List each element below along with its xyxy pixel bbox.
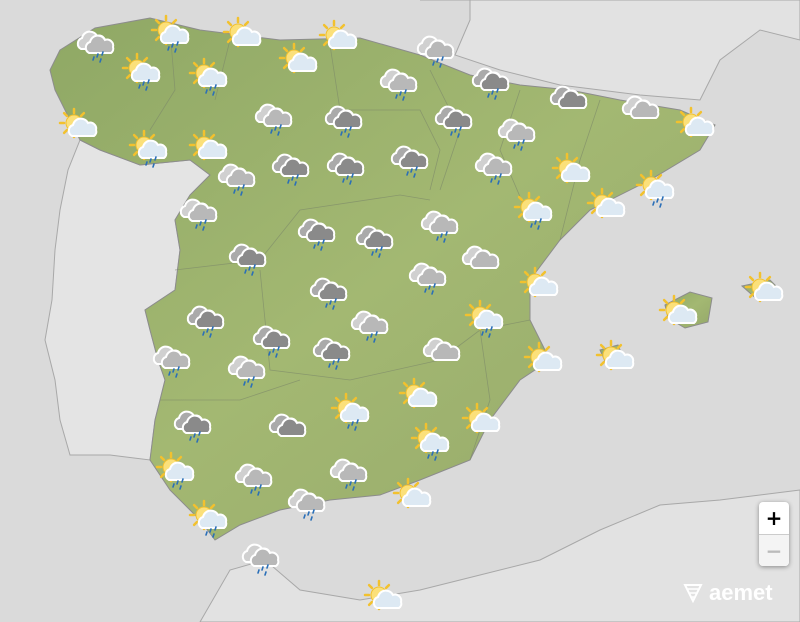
sun-cloud-icon[interactable]	[188, 129, 228, 161]
sun-cloud-rain-icon[interactable]	[635, 169, 675, 208]
cloud-rain-icon[interactable]	[217, 163, 256, 196]
cloud-rain-icon[interactable]	[287, 488, 326, 521]
sun-cloud-rain-icon[interactable]	[188, 57, 228, 96]
sun-cloud-rain-icon[interactable]	[128, 129, 168, 168]
zoom-out-button[interactable]: −	[759, 534, 789, 566]
dark-cloud-icon[interactable]	[268, 413, 307, 437]
sun-cloud-icon[interactable]	[222, 16, 262, 48]
zoom-control: + −	[759, 502, 789, 566]
dark-cloud-rain-icon[interactable]	[228, 243, 267, 276]
cloud-icon[interactable]	[422, 337, 461, 361]
cloud-icon[interactable]	[461, 245, 500, 269]
dark-cloud-rain-icon[interactable]	[355, 225, 394, 258]
sun-cloud-icon[interactable]	[551, 152, 591, 184]
land-france	[420, 0, 800, 101]
sun-cloud-icon[interactable]	[523, 341, 563, 373]
sun-cloud-rain-icon[interactable]	[188, 499, 228, 538]
cloud-rain-icon[interactable]	[379, 68, 418, 101]
land-africa	[199, 489, 800, 622]
sun-cloud-rain-icon[interactable]	[121, 52, 161, 91]
dark-cloud-rain-icon[interactable]	[309, 277, 348, 310]
dark-cloud-icon[interactable]	[549, 85, 588, 109]
sun-cloud-icon[interactable]	[744, 271, 784, 303]
sun-cloud-icon[interactable]	[461, 402, 501, 434]
sun-cloud-icon[interactable]	[318, 19, 358, 51]
cloud-rain-icon[interactable]	[329, 458, 368, 491]
sun-cloud-rain-icon[interactable]	[410, 422, 450, 461]
dark-cloud-rain-icon[interactable]	[297, 218, 336, 251]
dark-cloud-rain-icon[interactable]	[390, 145, 429, 178]
cloud-rain-icon[interactable]	[474, 152, 513, 185]
sun-cloud-icon[interactable]	[586, 187, 626, 219]
dark-cloud-rain-icon[interactable]	[312, 337, 351, 370]
aemet-logo-text: aemet	[709, 580, 773, 605]
sun-cloud-rain-icon[interactable]	[155, 451, 195, 490]
cloud-rain-icon[interactable]	[416, 35, 455, 68]
dark-cloud-rain-icon[interactable]	[173, 410, 212, 443]
cloud-rain-icon[interactable]	[350, 310, 389, 343]
cloud-rain-icon[interactable]	[234, 463, 273, 496]
dark-cloud-rain-icon[interactable]	[271, 153, 310, 186]
sun-cloud-rain-icon[interactable]	[513, 191, 553, 230]
aemet-logo: aemet	[683, 580, 773, 606]
cloud-rain-icon[interactable]	[420, 210, 459, 243]
sun-cloud-icon[interactable]	[58, 107, 98, 139]
dark-cloud-rain-icon[interactable]	[471, 67, 510, 100]
sun-cloud-icon[interactable]	[595, 339, 635, 371]
dark-cloud-rain-icon[interactable]	[326, 152, 365, 185]
cloud-rain-icon[interactable]	[76, 30, 115, 63]
sun-cloud-icon[interactable]	[363, 579, 403, 611]
sun-cloud-rain-icon[interactable]	[464, 299, 504, 338]
cloud-rain-icon[interactable]	[241, 543, 280, 576]
sun-cloud-icon[interactable]	[398, 377, 438, 409]
sun-cloud-icon[interactable]	[392, 477, 432, 509]
cloud-rain-icon[interactable]	[254, 103, 293, 136]
dark-cloud-rain-icon[interactable]	[186, 305, 225, 338]
zoom-in-button[interactable]: +	[765, 506, 783, 530]
sun-cloud-rain-icon[interactable]	[150, 14, 190, 53]
aemet-logo-icon	[683, 584, 703, 604]
sun-cloud-icon[interactable]	[658, 294, 698, 326]
cloud-rain-icon[interactable]	[497, 118, 536, 151]
cloud-rain-icon[interactable]	[179, 198, 218, 231]
dark-cloud-rain-icon[interactable]	[324, 105, 363, 138]
cloud-rain-icon[interactable]	[227, 355, 266, 388]
sun-cloud-rain-icon[interactable]	[330, 392, 370, 431]
dark-cloud-rain-icon[interactable]	[434, 105, 473, 138]
cloud-icon[interactable]	[621, 95, 660, 119]
sun-cloud-icon[interactable]	[519, 266, 559, 298]
sun-cloud-icon[interactable]	[675, 106, 715, 138]
sun-cloud-icon[interactable]	[278, 42, 318, 74]
cloud-rain-icon[interactable]	[408, 262, 447, 295]
dark-cloud-rain-icon[interactable]	[252, 325, 291, 358]
cloud-rain-icon[interactable]	[152, 345, 191, 378]
